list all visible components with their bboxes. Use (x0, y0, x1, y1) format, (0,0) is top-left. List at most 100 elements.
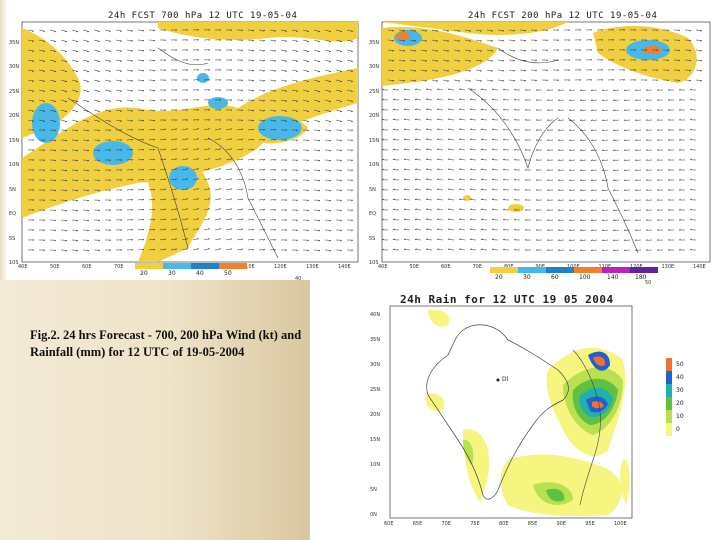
wind-vector (148, 218, 155, 221)
map-rain-legend: 50 40 30 20 10 0 (666, 358, 684, 436)
wind-vector-head (76, 160, 79, 162)
wind-vector-head (142, 110, 145, 112)
wind-vector (181, 128, 188, 131)
wind-vector-head (469, 228, 472, 230)
wind-vector-head (513, 198, 516, 201)
wind-vector-head (87, 190, 90, 192)
wind-vector-head (579, 89, 582, 91)
wind-vector (346, 39, 353, 42)
wind-vector-head (252, 120, 255, 122)
wind-vector-head (351, 159, 354, 162)
wind-vector (612, 169, 620, 171)
wind-vector (568, 209, 576, 211)
wind-vector (346, 69, 353, 72)
wind-vector-head (317, 61, 320, 63)
wind-vector (291, 69, 298, 72)
wind-vector-head (42, 80, 45, 83)
wind-vector-head (612, 169, 615, 171)
wind-vector-head (208, 29, 211, 32)
wind-vector-head (667, 158, 670, 161)
wind-vector-head (31, 50, 34, 52)
wind-vector-head (392, 88, 395, 90)
lon-tick-label: 140E (338, 264, 351, 270)
wind-vector-head (142, 149, 145, 151)
legend-value: 10 (676, 413, 684, 420)
wind-vector-head (219, 238, 221, 241)
wind-vector-head (317, 41, 320, 43)
lat-tick-label: 15N (9, 137, 20, 144)
wind-vector-head (230, 89, 233, 92)
wind-vector-head (340, 159, 343, 162)
wind-vector-head (241, 89, 244, 92)
wind-vector-head (86, 71, 89, 73)
wind-vector-head (64, 41, 67, 43)
wind-vector-head (317, 81, 320, 83)
wind-vector-head (623, 159, 626, 161)
wind-vector-head (131, 149, 134, 151)
wind-vector (247, 248, 254, 251)
wind-vector (458, 99, 466, 101)
wind-vector (414, 159, 422, 161)
wind-vector (236, 158, 243, 161)
wind-vector-head (109, 229, 112, 232)
wind-vector-head (491, 238, 494, 240)
wind-vector (137, 119, 145, 121)
wind-vector-head (447, 168, 450, 170)
wind-vector-head (458, 60, 460, 62)
wind-vector (425, 109, 433, 111)
wind-vector-head (340, 129, 343, 132)
wind-vector-head (131, 189, 134, 191)
wind-vector (148, 188, 155, 191)
wind-vector (71, 39, 78, 42)
wind-vector-head (328, 121, 331, 123)
wind-vector-head (447, 138, 450, 140)
wind-vector-head (623, 129, 626, 131)
wind-vector-head (689, 158, 692, 161)
wind-vector-head (306, 101, 309, 103)
wind-vector-head (230, 138, 233, 141)
wind-vector-head (436, 80, 438, 82)
wind-vector-head (230, 69, 233, 72)
wind-vector-head (197, 188, 199, 191)
wind-vector-head (491, 108, 494, 110)
wind-vector (27, 69, 34, 72)
wind-vector-head (318, 210, 321, 212)
legend-row: 40 (666, 371, 684, 384)
wind-vector (695, 49, 703, 51)
wind-vector-head (109, 199, 112, 202)
wind-vector-head (32, 239, 35, 242)
wind-vector (38, 79, 45, 82)
wind-vector-head (263, 50, 266, 52)
lat-tick-label: 25N (370, 387, 381, 393)
wind-vector-head (535, 88, 538, 91)
wind-vector (38, 109, 45, 112)
wind-vector-head (175, 59, 178, 62)
wind-vector-head (307, 149, 310, 152)
wind-vector (346, 29, 353, 32)
wind-vector-head (32, 199, 35, 202)
wind-vector (159, 238, 166, 241)
wind-vector-head (175, 158, 178, 161)
wind-vector (302, 109, 309, 112)
wind-vector-head (689, 208, 692, 211)
wind-vector-head (403, 70, 406, 72)
wind-vector-head (502, 218, 505, 221)
wind-vector-head (414, 218, 417, 220)
wind-vector-head (351, 179, 354, 182)
wind-vector-head (623, 49, 626, 52)
wind-vector (447, 89, 455, 91)
wind-vector-head (557, 29, 560, 32)
wind-vector (623, 109, 631, 111)
wind-vector-head (381, 228, 384, 231)
wind-vector-head (98, 249, 101, 252)
wind-vector-head (219, 49, 222, 52)
wind-vector (579, 179, 587, 181)
wind-vector-head (491, 128, 494, 130)
wind-vector-head (241, 59, 244, 62)
wind-vector-head (64, 81, 67, 83)
wind-vector-head (153, 158, 156, 161)
wind-vector-head (568, 189, 571, 191)
wind-vector-head (645, 49, 648, 52)
wind-vector-head (252, 248, 255, 251)
wind-vector-head (425, 60, 427, 62)
